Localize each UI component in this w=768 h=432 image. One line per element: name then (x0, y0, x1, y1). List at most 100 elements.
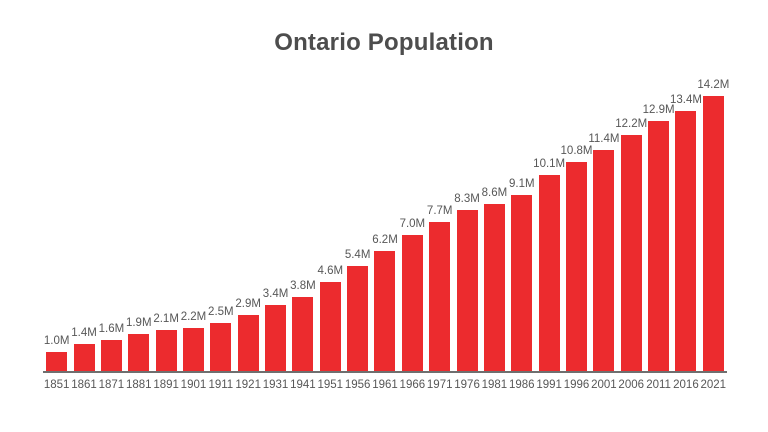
bar (702, 96, 724, 371)
bar-column: 8.6M (481, 187, 508, 371)
bar-value-label: 9.1M (509, 178, 535, 190)
x-tick-label: 2001 (591, 379, 617, 391)
bar-value-label: 13.4M (669, 94, 702, 106)
x-tick-label: 2021 (700, 379, 727, 391)
x-axis-labels: 1851 1861 1871 1881 1891 1901 1911 1921 1931 1941… (43, 378, 727, 392)
bar (73, 344, 95, 371)
chart-title: Ontario Population (274, 29, 494, 56)
bar-value-label: 3.8M (290, 280, 316, 292)
bar (182, 328, 204, 371)
bar-value-label: 6.2M (372, 234, 398, 246)
bar (456, 210, 478, 371)
bar (483, 204, 505, 371)
x-tick-label: 1881 (125, 379, 152, 391)
bar (210, 323, 232, 371)
bar-column: 1.0M (43, 335, 70, 371)
bar (511, 195, 533, 371)
bar (46, 352, 68, 371)
bar-column: 9.1M (508, 178, 535, 371)
x-tick-label: 1901 (180, 379, 207, 391)
bar (319, 282, 341, 371)
bar (155, 330, 177, 371)
bar-value-label: 2.9M (235, 298, 261, 310)
bar-column: 1.6M (98, 323, 125, 371)
x-tick-label: 1981 (481, 379, 508, 391)
bar-column: 7.0M (399, 218, 426, 371)
bar-value-label: 12.9M (642, 104, 675, 116)
bar-value-label: 2.5M (208, 306, 234, 318)
x-tick-label: 1931 (262, 379, 289, 391)
x-tick-label: 1976 (454, 379, 480, 391)
x-tick-label: 1921 (235, 379, 261, 391)
bar-value-label: 4.6M (317, 265, 344, 277)
bar-value-label: 1.0M (43, 335, 70, 347)
x-tick-label: 1971 (426, 379, 453, 391)
x-tick-label: 1951 (317, 379, 344, 391)
x-tick-label: 2016 (673, 379, 699, 391)
bar (100, 340, 122, 371)
bar-value-label: 12.2M (615, 118, 648, 130)
bar-value-label: 5.4M (344, 249, 371, 261)
bar-value-label: 10.1M (533, 158, 566, 170)
bar (593, 150, 615, 371)
bar-column: 11.4M (588, 133, 620, 371)
bar (675, 111, 697, 371)
x-tick-label: 1956 (344, 379, 371, 391)
bar-value-label: 2.1M (153, 313, 179, 325)
bar-column: 10.1M (533, 158, 566, 371)
bar (237, 315, 259, 371)
bar-value-label: 11.4M (588, 133, 620, 145)
bar-value-label: 7.0M (399, 218, 426, 230)
bar-column: 4.6M (317, 265, 344, 371)
x-tick-label: 1861 (71, 379, 97, 391)
bar-column: 3.8M (289, 280, 316, 371)
bar-value-label: 1.4M (71, 327, 97, 339)
bar-column: 13.4M (669, 94, 702, 371)
bar (347, 266, 369, 371)
bar-value-label: 8.3M (454, 193, 480, 205)
x-tick-label: 1941 (290, 379, 316, 391)
x-tick-label: 1871 (98, 379, 125, 391)
bar (620, 135, 642, 371)
bar-value-label: 1.6M (98, 323, 125, 335)
x-axis-line (43, 371, 727, 373)
x-tick-label: 2006 (618, 379, 645, 391)
plot-area: 1.0M 1.4M 1.6M 1.9M 2.1M 2.2M 2.5M 2.9M 3.4M 3.8M… (43, 79, 729, 392)
bar-column: 1.9M (125, 317, 152, 371)
bar-column: 12.9M (642, 104, 675, 371)
bar-value-label: 7.7M (426, 205, 453, 217)
bars-row: 1.0M 1.4M 1.6M 1.9M 2.1M 2.2M 2.5M 2.9M 3.4M 3.8M… (43, 79, 729, 371)
bar-value-label: 1.9M (125, 317, 152, 329)
bar-column: 14.2M (697, 79, 730, 371)
bar-column: 2.9M (235, 298, 262, 371)
bar-column: 10.8M (560, 145, 593, 371)
bar (374, 251, 396, 371)
x-tick-label: 1996 (563, 379, 590, 391)
bar-column: 1.4M (70, 327, 97, 371)
bar-column: 2.1M (152, 313, 179, 371)
x-tick-label: 1851 (43, 379, 70, 391)
bar (265, 305, 287, 371)
bar-column: 12.2M (615, 118, 648, 371)
bar (429, 222, 451, 371)
bar (566, 162, 587, 371)
bar-column: 2.5M (207, 306, 234, 371)
x-tick-label: 1891 (153, 379, 179, 391)
x-tick-label: 1911 (208, 379, 234, 391)
bar (128, 334, 150, 371)
bar-column: 2.2M (180, 311, 207, 371)
bar (538, 175, 560, 371)
bar-column: 3.4M (262, 288, 289, 371)
bar-value-label: 10.8M (560, 145, 593, 157)
bar-column: 6.2M (371, 234, 398, 371)
x-tick-label: 1991 (536, 379, 562, 391)
bar-value-label: 8.6M (481, 187, 508, 199)
x-tick-label: 1986 (508, 379, 535, 391)
bar-value-label: 14.2M (697, 79, 730, 91)
bar (292, 297, 314, 371)
bar (401, 235, 423, 371)
bar-value-label: 3.4M (262, 288, 289, 300)
bar-column: 8.3M (453, 193, 480, 371)
bar-column: 5.4M (344, 249, 371, 371)
